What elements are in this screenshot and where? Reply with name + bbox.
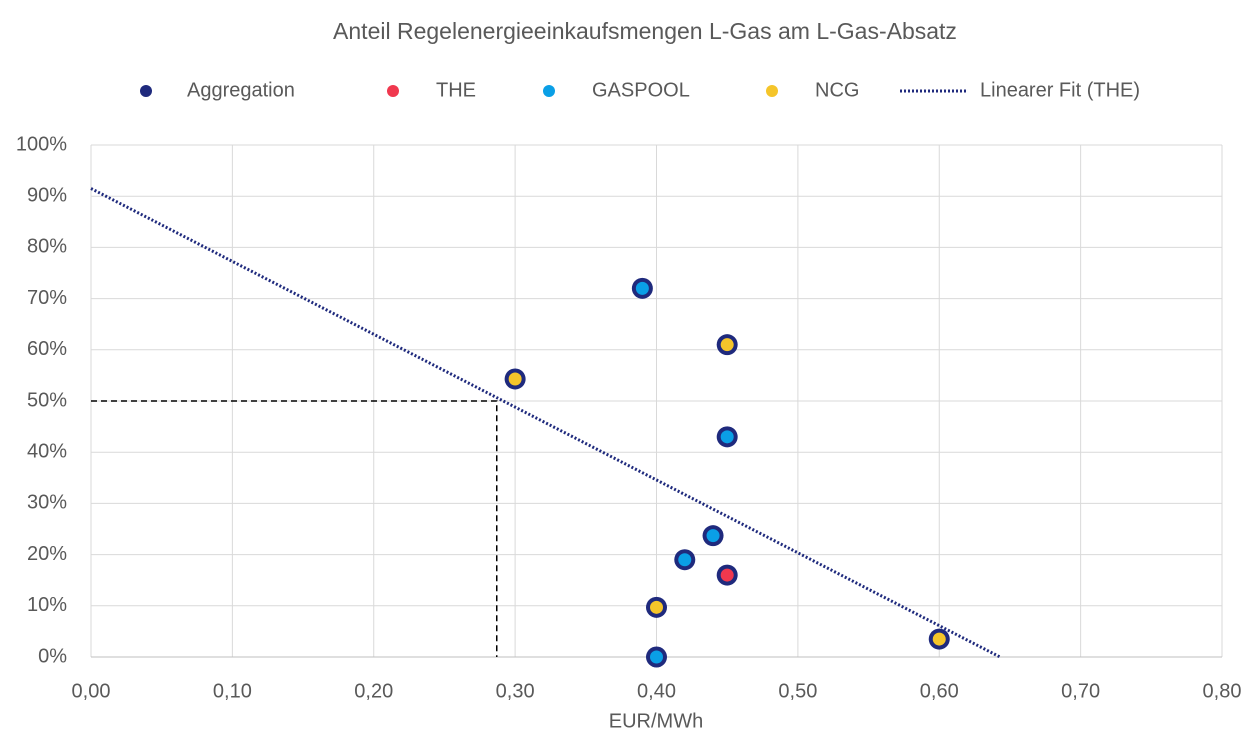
y-tick-label: 80%	[27, 236, 67, 258]
legend-label: GASPOOL	[592, 79, 690, 101]
y-tick-label: 70%	[27, 287, 67, 309]
point	[720, 568, 734, 582]
x-tick-label: 0,40	[637, 680, 676, 702]
legend-marker	[140, 85, 152, 97]
y-tick-label: 90%	[27, 184, 67, 206]
y-tick-label: 60%	[27, 338, 67, 360]
y-tick-label: 40%	[27, 440, 67, 462]
x-tick-label: 0,10	[213, 680, 252, 702]
point	[650, 650, 663, 664]
x-tick-label: 0,30	[496, 680, 535, 702]
x-tick-label: 0,20	[354, 680, 393, 702]
y-tick-label: 30%	[27, 492, 67, 514]
x-tick-label: 0,50	[778, 680, 817, 702]
legend-marker	[766, 85, 778, 97]
y-tick-label: 20%	[27, 543, 67, 565]
point	[678, 553, 692, 567]
legend-marker	[543, 85, 555, 97]
fit-line	[90, 187, 1001, 659]
point	[720, 430, 734, 444]
y-tick-label: 10%	[27, 594, 67, 616]
point	[635, 281, 649, 295]
y-tick-label: 100%	[16, 133, 67, 155]
x-tick-label: 0,60	[920, 680, 959, 702]
legend-marker	[387, 85, 399, 97]
x-tick-label: 0,00	[72, 680, 111, 702]
x-tick-label: 0,70	[1061, 680, 1100, 702]
point	[706, 529, 720, 543]
y-tick-label: 0%	[38, 645, 67, 667]
legend-label: THE	[436, 79, 476, 101]
legend-label: Linearer Fit (THE)	[980, 79, 1140, 101]
x-axis-label: EUR/MWh	[609, 710, 703, 732]
point	[508, 372, 522, 386]
legend-label: NCG	[815, 79, 859, 101]
x-tick-label: 0,80	[1203, 680, 1242, 702]
chart-title: Anteil Regelenergieeinkaufsmengen L-Gas …	[333, 18, 957, 44]
point	[650, 600, 663, 614]
legend-label: Aggregation	[187, 79, 295, 101]
point	[720, 338, 734, 352]
y-tick-label: 50%	[27, 389, 67, 411]
point	[932, 632, 946, 646]
guide-line	[91, 400, 498, 657]
